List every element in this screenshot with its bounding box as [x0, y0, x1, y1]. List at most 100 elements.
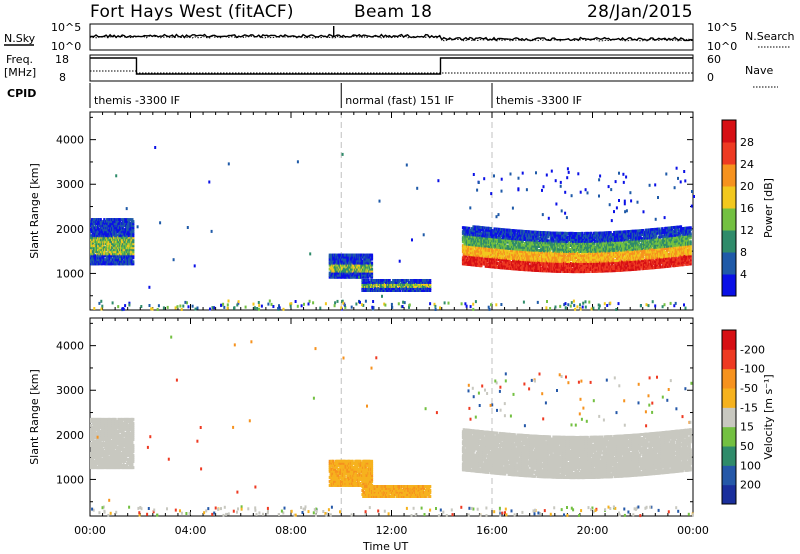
heatmap-cell: [551, 235, 554, 239]
heatmap-cell: [516, 253, 519, 257]
heatmap-cell: [497, 241, 501, 245]
heatmap-cell: [478, 238, 481, 241]
heatmap-cell: [481, 256, 484, 260]
heatmap-cell: [132, 224, 135, 228]
heatmap-cell: [574, 268, 577, 272]
heatmap-cell: [100, 256, 103, 260]
heatmap-cell: [119, 220, 122, 224]
heatmap-cell: [102, 222, 105, 226]
heatmap-cell: [389, 289, 392, 292]
heatmap-cell: [592, 237, 596, 241]
heatmap-cell: [130, 226, 133, 230]
heatmap-cell: [486, 246, 489, 250]
heatmap-cell: [559, 247, 562, 251]
heatmap-cell: [472, 247, 475, 251]
heatmap-cell: [370, 255, 374, 259]
heatmap-cell: [124, 222, 127, 226]
heatmap-cell: [468, 236, 472, 240]
heatmap-cell: [371, 281, 375, 284]
heatmap-cell: [544, 267, 547, 271]
heatmap-cell: [564, 247, 567, 251]
heatmap-cell: [424, 285, 427, 288]
heatmap-cell: [119, 260, 122, 264]
heatmap-cell: [352, 263, 355, 267]
freq-trace: [90, 57, 693, 75]
heatmap-cell: [585, 266, 588, 269]
heatmap-cell: [477, 249, 480, 253]
heatmap-cell: [351, 271, 354, 275]
freq-tick-bottom: 8: [59, 71, 66, 84]
heatmap-cell: [576, 244, 579, 247]
heatmap-cell: [107, 226, 110, 230]
heatmap-cell: [512, 241, 515, 245]
heatmap-cell: [610, 233, 613, 237]
heatmap-cell: [97, 220, 100, 224]
cpid-segment-label: themis -3300 IF: [496, 94, 582, 107]
heatmap-cell: [596, 249, 599, 253]
heatmap-cell: [132, 252, 135, 256]
heatmap-cell: [525, 262, 528, 266]
heatmap-cell: [90, 240, 94, 244]
heatmap-cell: [537, 255, 540, 258]
heatmap-cell: [555, 245, 559, 249]
heatmap-cell: [488, 232, 491, 236]
heatmap-cell: [387, 283, 390, 286]
heatmap-cell: [591, 239, 594, 243]
heatmap-cell: [341, 265, 345, 269]
heatmap-cell: [110, 236, 113, 240]
heatmap-cell: [509, 265, 512, 268]
heatmap-cell: [521, 239, 524, 243]
heatmap-cell: [124, 218, 127, 222]
heatmap-cell: [132, 222, 135, 226]
heatmap-cell: [129, 248, 132, 252]
heatmap-cell: [103, 218, 106, 222]
heatmap-cell: [124, 242, 127, 246]
heatmap-cell: [92, 246, 95, 250]
heatmap-cell: [96, 238, 99, 242]
heatmap-cell: [513, 243, 516, 247]
heatmap-cell: [356, 259, 359, 263]
heatmap-cell: [548, 233, 551, 237]
heatmap-cell: [429, 285, 432, 288]
heatmap-cell: [526, 250, 530, 254]
heatmap-cell: [535, 246, 538, 250]
heatmap-cell: [607, 263, 610, 267]
heatmap-cell: [358, 263, 361, 267]
heatmap-cell: [99, 218, 102, 222]
heatmap-cell: [370, 265, 373, 269]
heatmap-cell: [405, 281, 408, 284]
heatmap-cell: [96, 260, 99, 264]
heatmap-cell: [118, 246, 121, 250]
heatmap-cell: [563, 259, 567, 263]
heatmap-cell: [382, 285, 385, 288]
heatmap-cell: [526, 262, 530, 266]
heatmap-cell: [127, 258, 130, 262]
heatmap-cell: [476, 247, 479, 251]
heatmap-cell: [361, 259, 364, 263]
heatmap-cell: [568, 250, 571, 253]
heatmap-cell: [562, 259, 565, 263]
heatmap-cell: [511, 239, 514, 243]
heatmap-cell: [505, 266, 508, 270]
heatmap-cell: [402, 289, 405, 292]
heatmap-cell: [525, 240, 528, 244]
heatmap-cell: [365, 283, 368, 286]
heatmap-cell: [570, 240, 573, 243]
heatmap-cell: [579, 244, 582, 247]
heatmap-cell: [481, 260, 484, 264]
heatmap-cell: [341, 257, 345, 261]
heatmap-cell: [563, 253, 567, 257]
heatmap-cell: [517, 257, 520, 261]
heatmap-cell: [504, 252, 508, 256]
heatmap-cell: [383, 287, 386, 290]
heatmap-cell: [92, 258, 95, 262]
heatmap-cell: [548, 263, 551, 267]
heatmap-cell: [516, 263, 519, 267]
heatmap-cell: [417, 283, 420, 286]
heatmap-cell: [555, 237, 558, 241]
heatmap-cell: [525, 252, 528, 256]
heatmap-cell: [554, 251, 557, 255]
heatmap-cell: [598, 255, 601, 259]
heatmap-cell: [567, 254, 570, 257]
heatmap-cell: [119, 218, 122, 222]
